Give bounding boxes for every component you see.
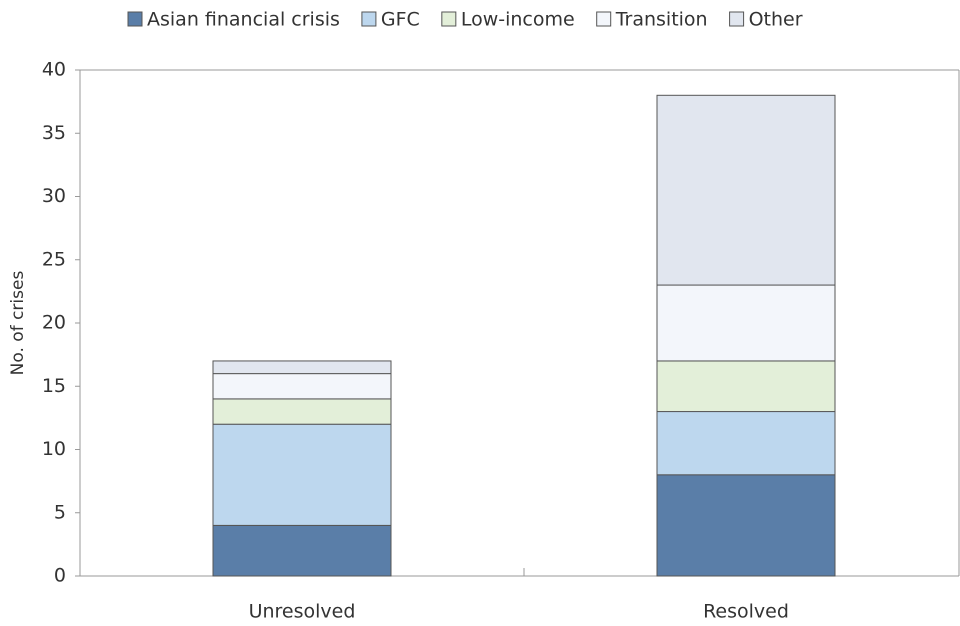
bar-segment	[656, 474, 836, 577]
bar-segment	[656, 411, 836, 476]
legend-swatch	[127, 11, 143, 27]
bar-segment	[212, 398, 392, 425]
bar-segment	[212, 524, 392, 577]
x-tick-label: Unresolved	[249, 601, 356, 623]
legend-label: Other	[749, 9, 803, 31]
y-tick-label: 40	[42, 59, 66, 81]
bar-segment	[656, 360, 836, 413]
y-tick-label: 5	[54, 501, 66, 523]
y-tick-label: 10	[42, 438, 66, 460]
bar-segment	[656, 284, 836, 362]
legend-label: Transition	[615, 9, 708, 31]
y-axis-label: No. of crises	[8, 271, 28, 376]
y-tick-label: 30	[42, 185, 66, 207]
bar-segment	[212, 360, 392, 375]
legend-swatch	[361, 11, 377, 27]
legend-swatch	[441, 11, 457, 27]
legend-label: GFC	[381, 9, 420, 31]
bar-segment	[656, 94, 836, 286]
x-tick-label: Resolved	[703, 601, 789, 623]
legend-swatch	[596, 11, 612, 27]
y-tick-label: 20	[42, 312, 66, 334]
y-tick-label: 35	[42, 122, 66, 144]
bar-segment	[212, 423, 392, 526]
y-tick-label: 0	[54, 565, 66, 587]
legend-label: Asian financial crisis	[147, 9, 340, 31]
y-tick-label: 25	[42, 248, 66, 270]
bar-segment	[212, 373, 392, 400]
legend-label: Low-income	[461, 9, 575, 31]
y-tick-label: 15	[42, 375, 66, 397]
legend-swatch	[729, 11, 745, 27]
